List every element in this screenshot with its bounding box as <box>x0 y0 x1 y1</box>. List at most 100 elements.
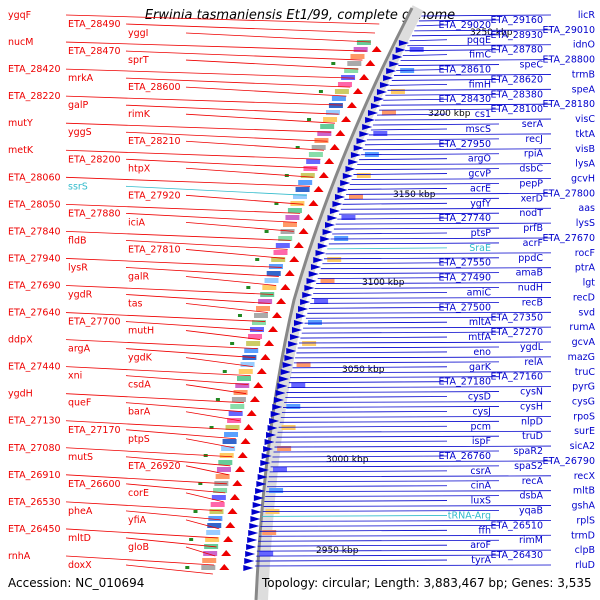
leader-line <box>277 430 552 433</box>
feature-block <box>222 439 237 444</box>
leader-line <box>125 185 307 196</box>
forward-gene-arrow <box>264 340 275 346</box>
leader-line <box>323 257 500 260</box>
reverse-gene-arrow <box>270 411 281 417</box>
gene-label: trmB <box>572 69 595 80</box>
reverse-gene-arrow <box>269 418 280 424</box>
leader-line <box>185 86 347 97</box>
leader-line <box>254 564 552 567</box>
leader-line <box>359 158 448 161</box>
kbp-label: 3150 kbp <box>393 190 436 200</box>
leader-line <box>328 242 500 245</box>
gene-label: metK <box>8 145 34 156</box>
leader-line <box>293 361 500 364</box>
reverse-gene-arrow <box>295 313 306 319</box>
feature-block <box>219 453 234 458</box>
gene-label: ETA_28210 <box>128 136 181 147</box>
accession-label: Accession: NC_010694 <box>8 576 145 590</box>
feature-block <box>287 208 302 213</box>
feature-block <box>256 306 271 311</box>
leader-line <box>418 19 500 22</box>
reverse-gene-arrow <box>288 341 299 347</box>
gene-label: cinA <box>471 481 492 492</box>
leader-line <box>125 402 242 413</box>
gene-label: ygdR <box>68 290 93 301</box>
gene-label: tas <box>128 299 143 310</box>
leader-line <box>185 384 247 395</box>
feature-block <box>202 558 217 563</box>
reverse-gene-arrow <box>263 446 274 452</box>
gene-label: ETA_27700 <box>68 317 121 328</box>
feature-block <box>373 131 388 136</box>
gene-label: acrE <box>470 183 491 194</box>
reverse-gene-arrow <box>322 229 333 235</box>
reverse-gene-arrow <box>300 299 311 305</box>
leader-line <box>185 330 261 340</box>
gene-label: pyrG <box>572 382 595 393</box>
reverse-gene-arrow <box>246 544 257 550</box>
feature-block <box>356 173 371 178</box>
leader-line <box>255 559 448 562</box>
gene-label: ETA_28490 <box>68 19 121 30</box>
feature-block <box>244 348 259 353</box>
gene-label: pcm <box>470 421 491 432</box>
gene-label: amaB <box>516 268 543 279</box>
feature-block <box>317 131 332 136</box>
gene-label: ETA_26600 <box>68 479 121 490</box>
gene-label: gcvH <box>571 174 595 185</box>
gene-label: rpoS <box>573 411 595 422</box>
gene-label: htpX <box>128 163 151 174</box>
feature-block <box>328 103 343 108</box>
gene-label: yfiA <box>128 515 147 526</box>
feature-block <box>201 565 216 570</box>
feature-block <box>285 215 300 220</box>
reverse-gene-arrow <box>337 187 348 193</box>
gene-label: ETA_27170 <box>68 425 121 436</box>
gene-label: mscS <box>466 124 491 135</box>
leader-line <box>411 34 500 37</box>
leader-line <box>263 505 552 507</box>
gene-label: spaR2 <box>514 446 543 457</box>
genome-summary: Topology: circular; Length: 3,883,467 bp… <box>262 576 592 590</box>
gene-label: ETA_26430 <box>490 550 543 561</box>
leader-line <box>344 197 500 200</box>
gene-label: svd <box>578 307 595 318</box>
leader-line <box>185 546 216 557</box>
leader-line <box>317 277 448 280</box>
reverse-gene-arrow <box>244 558 255 564</box>
gene-label: ETA_27880 <box>68 208 121 219</box>
feature-block <box>271 257 286 262</box>
gene-label: ptrA <box>575 263 596 274</box>
gene-label: ETA_27640 <box>8 308 61 319</box>
leader-line <box>393 74 552 76</box>
forward-gene-arrow <box>352 88 363 94</box>
feature-block <box>302 341 317 346</box>
feature-block <box>262 285 277 290</box>
gene-label: gshA <box>572 501 596 512</box>
leader-line <box>296 351 448 354</box>
reverse-gene-arrow <box>320 236 331 242</box>
gene-label: ETA_26450 <box>8 524 61 535</box>
forward-gene-arrow <box>335 130 346 136</box>
gene-tick <box>318 90 323 93</box>
feature-block <box>325 110 340 115</box>
feature-block <box>228 411 243 416</box>
forward-gene-arrow <box>324 158 335 164</box>
gene-label: ETA_28620 <box>490 74 543 85</box>
feature-block <box>238 369 253 374</box>
leader-line <box>299 341 552 344</box>
leader-line <box>65 203 301 214</box>
gene-label: ETA_27690 <box>8 280 61 291</box>
forward-gene-arrow <box>219 564 230 570</box>
leader-line <box>332 232 448 235</box>
feature-block <box>282 222 297 227</box>
gene-label: visB <box>575 144 595 155</box>
gene-label: tktA <box>576 129 596 140</box>
feature-block <box>348 194 363 199</box>
gene-label: nlpD <box>521 416 543 427</box>
feature-block <box>292 194 307 199</box>
gene-label: cysJ <box>472 406 491 417</box>
forward-gene-arrow <box>289 256 300 262</box>
leader-line <box>125 158 317 169</box>
